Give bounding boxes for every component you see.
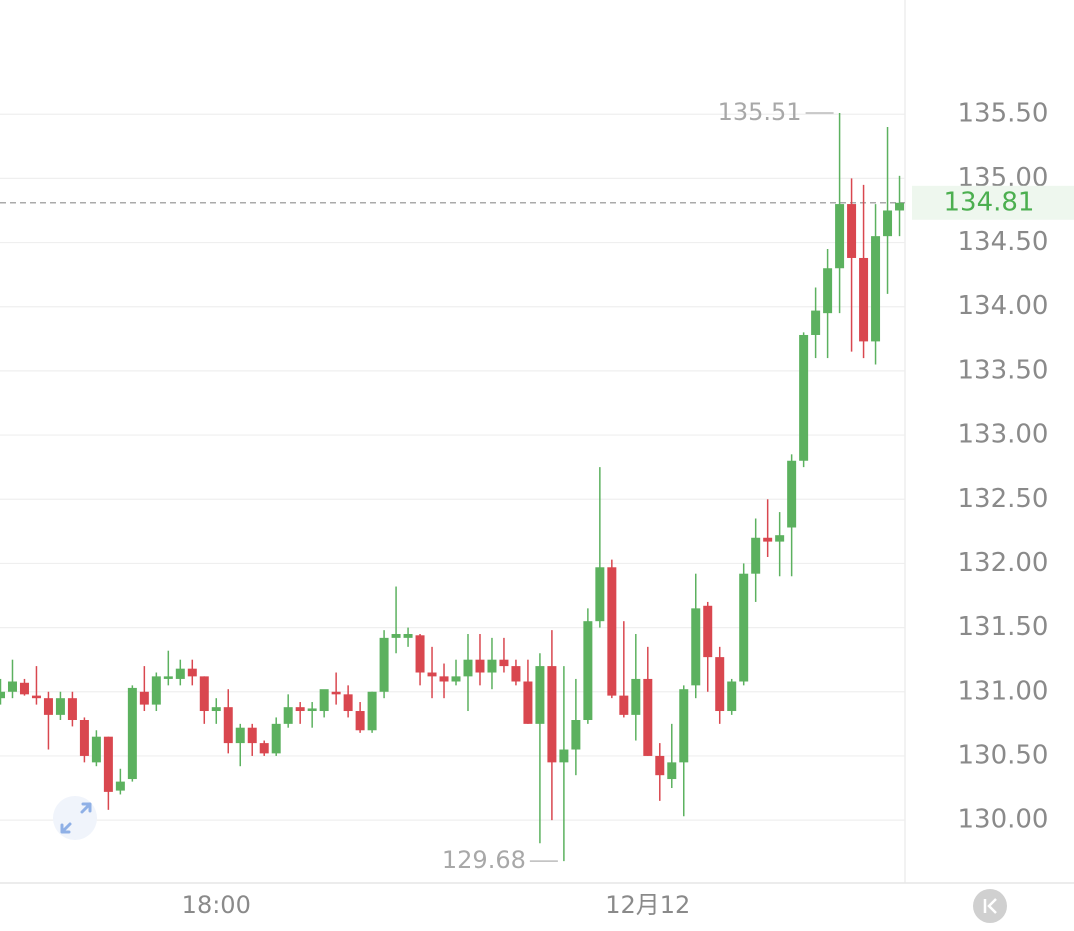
candle-body <box>79 720 89 756</box>
candle-body <box>535 666 545 724</box>
candle-body <box>211 707 221 712</box>
candle-body <box>271 723 281 754</box>
candle-body <box>451 676 461 682</box>
candle-body <box>631 678 641 715</box>
candle-body <box>811 310 821 335</box>
candle-body <box>31 695 41 699</box>
y-tick-label: 133.00 <box>958 420 1049 450</box>
candle-body <box>655 755 665 776</box>
candle-body <box>547 666 557 763</box>
candle-body <box>187 668 197 677</box>
candle-body <box>259 743 269 754</box>
candle-body <box>427 672 437 677</box>
candle-body <box>463 659 473 677</box>
candle-body <box>775 535 785 542</box>
candle-body <box>751 537 761 574</box>
candle-body <box>103 736 113 792</box>
y-tick-label: 132.00 <box>958 548 1049 578</box>
candle-body <box>487 659 497 673</box>
y-tick-label: 131.00 <box>958 676 1049 706</box>
candle-body <box>739 573 749 682</box>
candle-body <box>0 691 5 699</box>
candle-body <box>199 676 209 712</box>
candle-body <box>235 727 245 744</box>
candle-body <box>91 736 101 763</box>
collapse-icon[interactable] <box>983 898 997 914</box>
candle-body <box>559 749 569 763</box>
y-tick-label: 130.50 <box>958 740 1049 770</box>
y-tick-label: 134.00 <box>958 291 1049 321</box>
candle-body <box>139 691 149 705</box>
candle-body <box>607 567 617 696</box>
y-tick-label: 130.00 <box>958 805 1049 835</box>
candle-body <box>571 720 581 750</box>
candle-body <box>355 711 365 731</box>
candle-body <box>511 666 521 682</box>
candle-body <box>331 691 341 695</box>
candle-body <box>871 236 881 342</box>
candle-body <box>379 637 389 692</box>
last-price-label: 134.81 <box>944 187 1035 217</box>
x-tick-label: 12月12 <box>605 891 690 919</box>
candle-body <box>163 676 173 679</box>
candle-body <box>127 687 137 780</box>
candle-body <box>367 691 377 731</box>
candle-body <box>7 681 17 692</box>
candle-body <box>391 634 401 638</box>
candle-body <box>583 621 593 721</box>
candle-body <box>787 460 797 528</box>
candle-body <box>799 334 809 461</box>
max-annotation: 135.51 <box>718 98 802 126</box>
y-tick-label: 135.50 <box>958 99 1049 129</box>
candle-body <box>55 698 65 715</box>
expand-button[interactable] <box>53 796 97 840</box>
candle-body <box>499 659 509 667</box>
candle-body <box>679 689 689 763</box>
candle-body <box>223 707 233 744</box>
candle-body <box>727 681 737 712</box>
expand-icon[interactable] <box>60 802 92 834</box>
candle-body <box>847 204 857 258</box>
candle-body <box>19 682 29 695</box>
x-tick-label: 18:00 <box>182 891 251 919</box>
candle-body <box>151 676 161 705</box>
candle-body <box>67 698 77 721</box>
candle-body <box>691 608 701 686</box>
candle-body <box>475 659 485 673</box>
candle-body <box>763 537 773 542</box>
candle-body <box>895 202 905 211</box>
candle-body <box>823 268 833 314</box>
candle-body <box>295 707 305 712</box>
candle-body <box>175 668 185 679</box>
last-price-bg <box>912 185 1074 220</box>
candle-body <box>523 681 533 724</box>
candle-body <box>43 698 53 715</box>
collapse-button[interactable] <box>973 889 1007 923</box>
candle-body <box>859 257 869 342</box>
candle-body <box>415 635 425 673</box>
candle-body <box>319 689 329 712</box>
candle-body <box>247 727 257 744</box>
y-tick-label: 133.50 <box>958 355 1049 385</box>
min-annotation: 129.68 <box>442 846 526 874</box>
candle-body <box>307 708 317 712</box>
candle-body <box>343 694 353 712</box>
candle-body <box>115 781 125 791</box>
y-tick-label: 131.50 <box>958 612 1049 642</box>
candle-body <box>439 676 449 682</box>
candle-body <box>715 657 725 712</box>
candle-body <box>619 695 629 715</box>
candle-body <box>883 210 893 237</box>
y-tick-label: 132.50 <box>958 484 1049 514</box>
candle-body <box>667 762 677 780</box>
candle-body <box>403 634 413 638</box>
candle-body <box>595 567 605 622</box>
candle-body <box>283 707 293 724</box>
candle-body <box>835 204 845 269</box>
y-tick-label: 134.50 <box>958 227 1049 257</box>
candle-body <box>703 605 713 658</box>
candle-body <box>643 678 653 756</box>
